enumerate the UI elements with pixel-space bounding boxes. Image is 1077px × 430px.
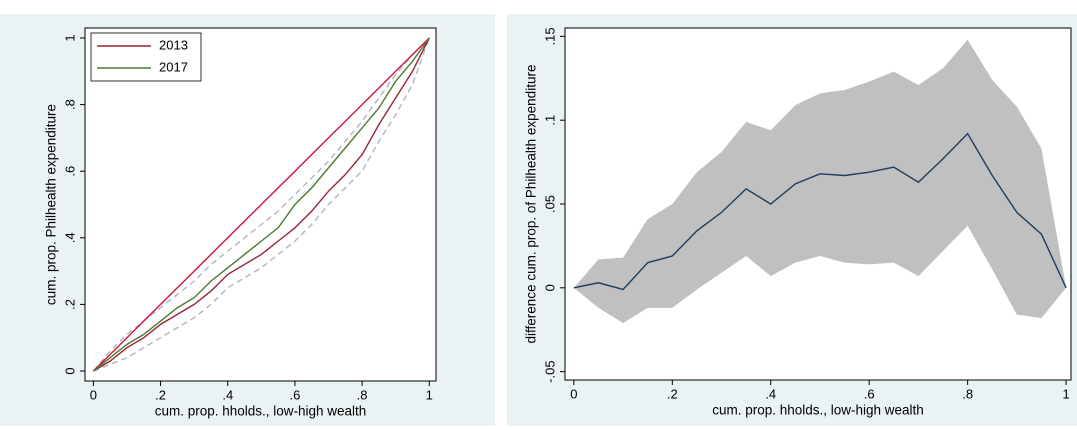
y-tick-label: 0 <box>542 284 557 291</box>
x-tick-label: 1 <box>426 387 433 402</box>
x-tick-label: .2 <box>155 387 166 402</box>
y-tick-label: .2 <box>62 299 77 310</box>
y-tick-label: .4 <box>62 232 77 243</box>
y-tick-label: 1 <box>62 34 77 41</box>
x-tick-label: .4 <box>765 386 776 401</box>
y-tick-label: .05 <box>542 195 557 213</box>
x-tick-label: 0 <box>90 387 97 402</box>
x-tick-label: .2 <box>667 386 678 401</box>
series-line <box>93 37 430 372</box>
x-axis-title: cum. prop. hholds., low-high wealth <box>712 403 924 418</box>
y-tick-label: .8 <box>62 99 77 110</box>
x-tick-label: .8 <box>962 386 973 401</box>
y-tick-label: 0 <box>62 367 77 374</box>
series-line <box>573 132 1067 291</box>
y-tick-label: .15 <box>542 27 557 45</box>
legend-box <box>90 32 202 82</box>
y-tick-label: .6 <box>62 166 77 177</box>
legend-label: 2017 <box>159 59 188 74</box>
x-tick-label: 0 <box>570 386 577 401</box>
legend-label: 2013 <box>159 37 188 52</box>
series-line <box>92 37 430 372</box>
x-tick-label: 1 <box>1062 386 1069 401</box>
series-line <box>92 37 430 372</box>
y-axis-title: cum. prop. Philhealth expenditure <box>44 104 59 305</box>
x-tick-label: .6 <box>864 386 875 401</box>
y-axis-title: difference cum. prop. of Philhealth expe… <box>524 65 539 344</box>
x-tick-label: .4 <box>222 387 233 402</box>
y-tick-label: -.05 <box>542 360 557 382</box>
x-tick-label: .6 <box>290 387 301 402</box>
series-line <box>92 37 430 372</box>
y-tick-label: .1 <box>542 115 557 126</box>
x-axis-title: cum. prop. hholds., low-high wealth <box>155 404 367 419</box>
series-line <box>93 37 430 372</box>
confidence-band <box>573 39 1067 324</box>
x-tick-label: .8 <box>357 387 368 402</box>
